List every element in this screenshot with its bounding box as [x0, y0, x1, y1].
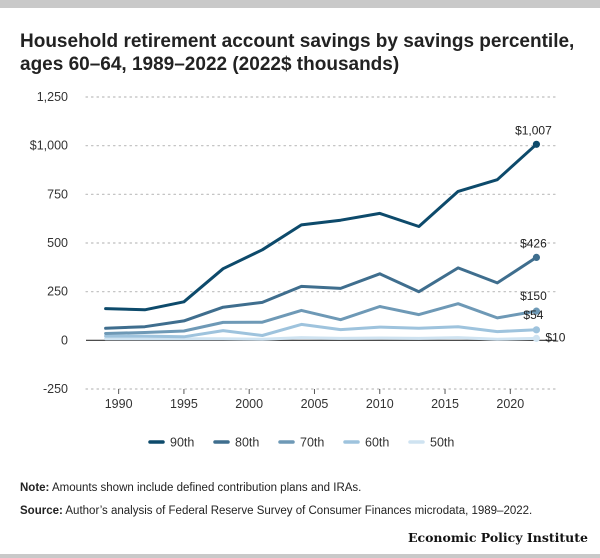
line-chart: -250 0 250 500 750 $1,000 1,250 1990 1995 2000 200…: [30, 90, 566, 450]
note: Note: Amounts shown include defined cont…: [20, 480, 590, 496]
y-tick-label: $1,000: [30, 139, 68, 153]
series-end-label: $426: [520, 236, 547, 250]
top-border: [0, 0, 600, 8]
series-line-60th: [104, 322, 538, 339]
y-tick-label: 250: [47, 285, 68, 299]
series-end-marker-60th: [532, 326, 541, 334]
series-line-50th: [104, 336, 538, 341]
y-tick-label: 1,250: [37, 90, 68, 104]
series-line-80th: [104, 255, 538, 330]
source-text: Author’s analysis of Federal Reserve Sur…: [65, 505, 533, 517]
y-tick-label: -250: [43, 382, 68, 396]
x-tick-label: 2000: [235, 397, 263, 411]
legend-label: 60th: [365, 436, 389, 450]
series-line-70th: [104, 302, 538, 335]
note-label: Note:: [20, 482, 50, 494]
series-end-label: $10: [545, 330, 565, 344]
note-text: Amounts shown include defined contributi…: [51, 482, 362, 494]
x-tick-label: 2010: [366, 397, 394, 411]
y-tick-label: 750: [47, 187, 68, 201]
source-label: Source:: [20, 505, 63, 517]
notes: Note: Amounts shown include defined cont…: [20, 480, 590, 526]
brand-logo-text: Economic Policy Institute: [407, 530, 588, 545]
x-tick-label: 2020: [496, 397, 524, 411]
x-tick-label: 1995: [170, 397, 198, 411]
legend-label: 80th: [235, 436, 259, 450]
series-end-marker-50th: [532, 334, 541, 342]
x-tick-label: 2005: [301, 397, 329, 411]
x-tick-label: 2015: [431, 397, 459, 411]
series-end-label: $54: [523, 308, 543, 322]
bottom-border: [0, 554, 600, 558]
series-end-label: $150: [520, 289, 547, 303]
x-tick-label: 1990: [105, 397, 133, 411]
series-end-marker-80th: [532, 253, 541, 262]
legend-label: 90th: [170, 436, 194, 450]
source: Source: Author’s analysis of Federal Res…: [20, 503, 590, 519]
legend-label: 50th: [430, 436, 454, 450]
legend-label: 70th: [300, 436, 324, 450]
series-end-marker-70th: [532, 307, 541, 315]
series-line-90th: [104, 142, 538, 312]
series-end-marker-90th: [532, 140, 541, 148]
y-tick-label: 500: [47, 236, 68, 250]
series-end-label: $1,007: [515, 123, 552, 137]
chart-title: Household retirement account savings by …: [20, 31, 575, 75]
y-tick-label: 0: [61, 333, 68, 347]
